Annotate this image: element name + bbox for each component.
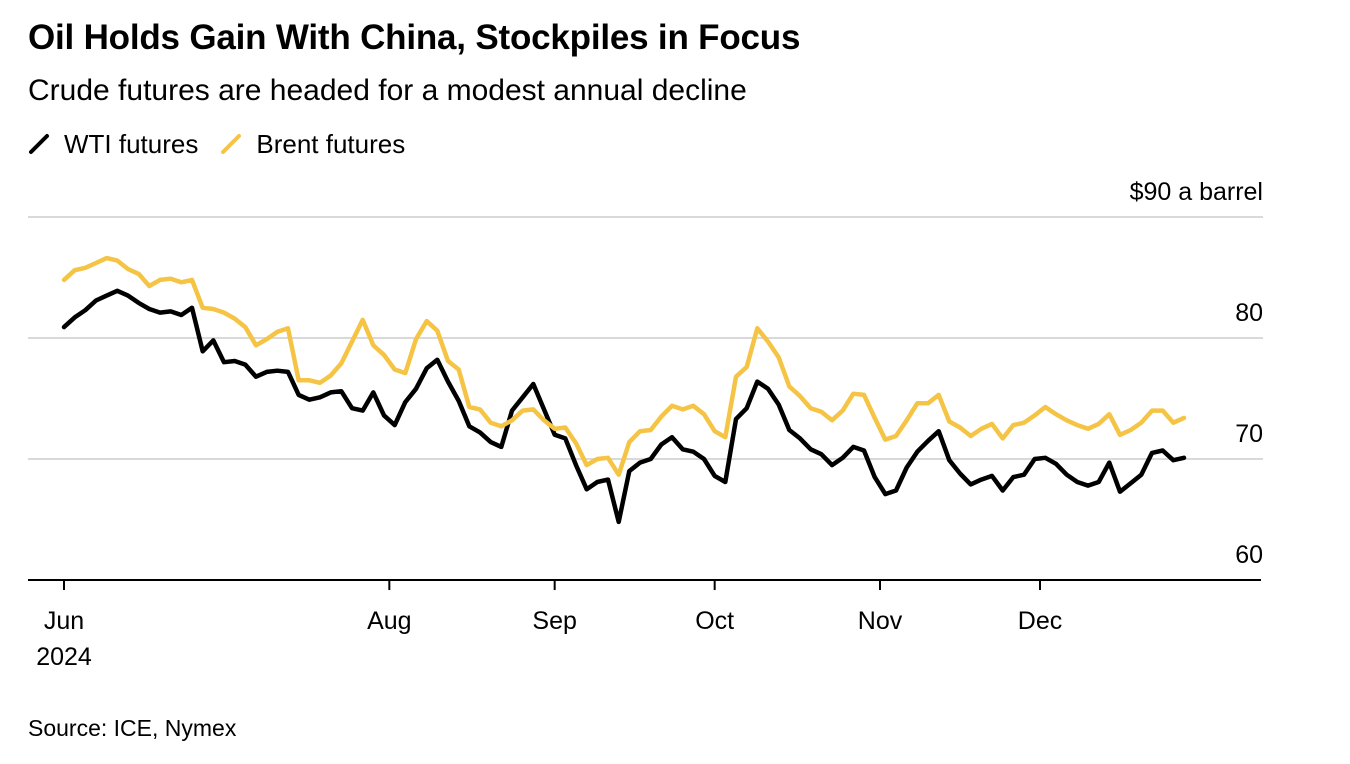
legend-label-wti: WTI futures	[64, 128, 199, 159]
chart-subtitle: Crude futures are headed for a modest an…	[28, 74, 747, 107]
x-axis: Jun 2024 Aug Sep Oct Nov Dec	[28, 579, 1261, 671]
series-line-wti	[61, 288, 1187, 525]
series-lines	[61, 255, 1187, 525]
line-chart: $90 a barrel 80 70 60 Jun 2024 Aug Sep Oct Nov De…	[28, 178, 1263, 671]
grid-lines	[28, 216, 1263, 460]
legend-item-brent: Brent futures	[220, 129, 405, 160]
legend-label-brent: Brent futures	[256, 128, 406, 159]
y-tick-label-70: 70	[1235, 420, 1263, 448]
x-tick-label-jun: Jun	[44, 607, 84, 635]
chart-legend: WTI futures Brent futures	[28, 126, 427, 162]
y-tick-label-90: $90 a barrel	[1130, 178, 1263, 206]
y-axis-labels: $90 a barrel 80 70 60	[1130, 178, 1263, 569]
x-tick-label-oct: Oct	[695, 607, 734, 635]
x-tick-label-nov: Nov	[858, 607, 903, 635]
legend-item-wti: WTI futures	[28, 129, 198, 160]
legend-swatch-brent	[221, 134, 242, 154]
y-tick-label-80: 80	[1235, 299, 1263, 327]
y-tick-label-60: 60	[1235, 541, 1263, 569]
chart-title: Oil Holds Gain With China, Stockpiles in…	[28, 18, 801, 57]
x-tick-label-sep: Sep	[532, 607, 576, 635]
x-tick-label-aug: Aug	[367, 607, 411, 635]
legend-swatch-wti	[29, 134, 49, 154]
series-line-brent	[61, 255, 1187, 477]
source-note: Source: ICE, Nymex	[28, 715, 237, 741]
x-tick-sublabel-jun: 2024	[36, 643, 92, 671]
x-tick-label-dec: Dec	[1018, 607, 1062, 635]
